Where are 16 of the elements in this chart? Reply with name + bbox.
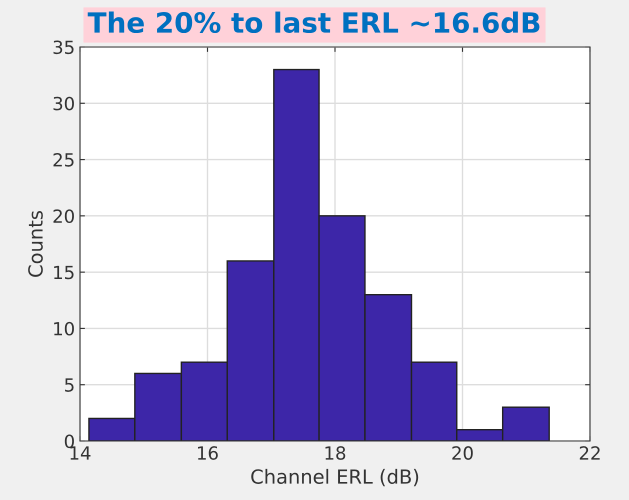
x-tick-label: 14 — [70, 446, 90, 460]
y-tick-label: 15 — [54, 266, 74, 280]
y-tick-label: 0 — [64, 434, 74, 448]
y-tick-label: 25 — [53, 153, 74, 167]
y-tick-label: 35 — [54, 40, 74, 54]
y-tick-label: 5 — [65, 378, 74, 392]
y-tick-label: 30 — [54, 96, 74, 110]
x-tick-label: 16 — [198, 446, 218, 460]
x-axis-title: Channel ERL (dB) — [251, 468, 418, 486]
x-tick-label: 18 — [325, 446, 346, 460]
x-tick-label: 22 — [580, 446, 600, 460]
y-tick-label: 10 — [54, 322, 74, 336]
y-axis-title: Counts — [28, 211, 43, 277]
y-tick-label: 20 — [53, 209, 74, 223]
x-tick-label: 20 — [452, 446, 473, 460]
chart-title: The 20% to last ERL ~16.6dB — [88, 12, 540, 34]
